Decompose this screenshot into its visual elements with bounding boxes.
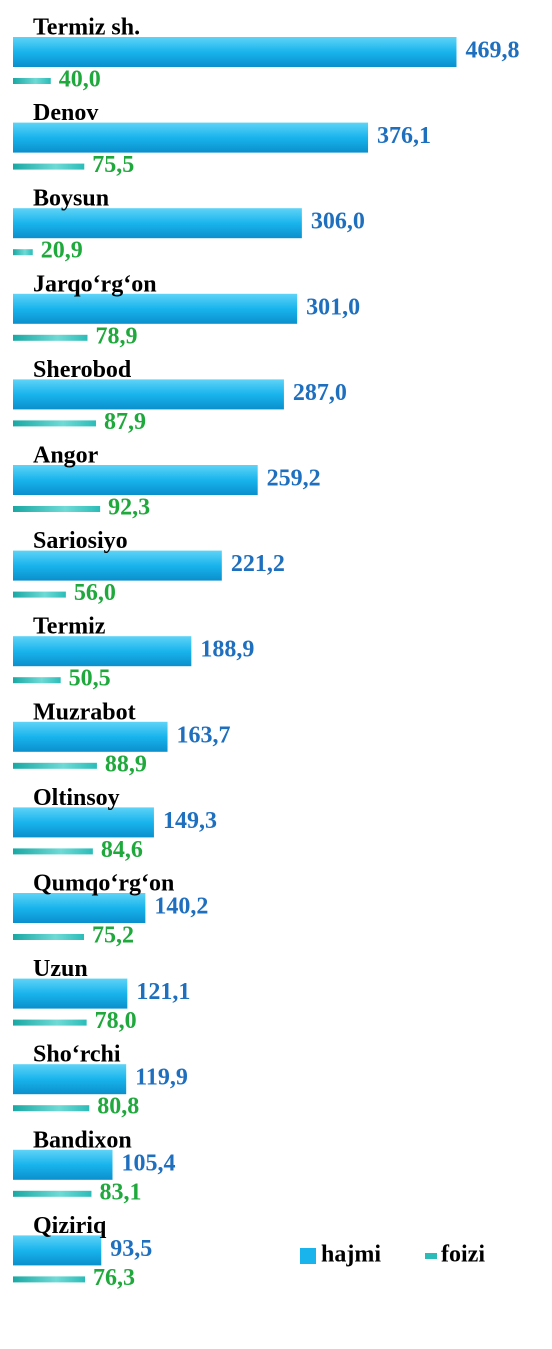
- legend-label: foizi: [441, 1242, 485, 1268]
- value-label: 105,4: [121, 1150, 175, 1176]
- bar: [13, 78, 51, 84]
- bar: [13, 293, 298, 324]
- category-label: Termiz sh.: [33, 15, 140, 41]
- value-label: 80,8: [97, 1094, 139, 1120]
- value-label: 88,9: [105, 751, 147, 777]
- bar: [13, 591, 66, 598]
- value-label: 188,9: [200, 637, 254, 663]
- category-label: Uzun: [33, 956, 88, 982]
- bar: [13, 163, 85, 170]
- value-label: 87,9: [104, 409, 146, 435]
- category-label: Qumqo‘rg‘on: [33, 871, 174, 897]
- bar: [13, 208, 302, 239]
- value-label: 221,2: [231, 551, 285, 577]
- category-label: Sariosiyo: [33, 528, 128, 554]
- bar: [13, 550, 222, 581]
- bar: [13, 506, 101, 512]
- bar: [13, 762, 97, 769]
- value-label: 301,0: [306, 294, 360, 320]
- category-label: Muzrabot: [33, 699, 136, 725]
- value-label: 149,3: [163, 808, 217, 834]
- category-label: Boysun: [33, 186, 109, 212]
- bar: [13, 934, 84, 940]
- value-label: 306,0: [311, 209, 365, 235]
- bar: [13, 1190, 92, 1197]
- category-label: Termiz: [33, 614, 106, 640]
- bar: [13, 37, 457, 67]
- legend-swatch: [425, 1253, 437, 1259]
- bar: [13, 249, 33, 256]
- value-label: 140,2: [154, 894, 208, 920]
- bar: [13, 122, 369, 153]
- value-label: 40,0: [59, 67, 101, 93]
- legend-swatch: [300, 1248, 316, 1264]
- value-label: 76,3: [93, 1265, 135, 1291]
- value-label: 92,3: [108, 495, 150, 521]
- value-label: 75,2: [92, 923, 134, 949]
- bar: [13, 465, 258, 495]
- bar: [13, 420, 96, 427]
- value-label: 84,6: [101, 837, 143, 863]
- bar: [13, 721, 168, 752]
- category-label: Qiziriq: [33, 1213, 107, 1239]
- value-label: 93,5: [110, 1236, 152, 1262]
- category-label: Sho‘rchi: [33, 1042, 121, 1068]
- bar: [13, 1149, 113, 1180]
- bar: [13, 848, 93, 855]
- bar: [13, 379, 284, 410]
- bar: [13, 807, 154, 838]
- bar: [13, 1064, 127, 1095]
- value-label: 121,1: [136, 979, 190, 1005]
- value-label: 20,9: [41, 238, 83, 264]
- bar: [13, 636, 192, 667]
- category-label: Sherobod: [33, 357, 132, 383]
- value-label: 78,0: [95, 1008, 137, 1034]
- category-label: Denov: [33, 100, 98, 126]
- value-label: 469,8: [465, 38, 519, 64]
- value-label: 50,5: [69, 666, 111, 692]
- bar: [13, 677, 61, 684]
- value-label: 163,7: [177, 722, 231, 748]
- bar: [13, 1019, 87, 1026]
- value-label: 287,0: [293, 380, 347, 406]
- legend-label: hajmi: [321, 1242, 381, 1268]
- category-label: Bandixon: [33, 1127, 132, 1153]
- value-label: 83,1: [99, 1179, 141, 1205]
- bar: [13, 978, 128, 1009]
- bar: [13, 1105, 90, 1112]
- value-label: 56,0: [74, 580, 116, 606]
- category-label: Oltinsoy: [33, 785, 120, 811]
- bar: [13, 893, 146, 923]
- value-label: 376,1: [377, 123, 431, 149]
- bar: [13, 334, 88, 341]
- bar: [13, 1276, 86, 1283]
- value-label: 78,9: [95, 323, 137, 349]
- category-label: Angor: [33, 443, 99, 469]
- value-label: 75,5: [92, 152, 134, 178]
- bar: [13, 1235, 102, 1266]
- category-label: Jarqo‘rg‘on: [33, 271, 157, 297]
- value-label: 259,2: [267, 466, 321, 492]
- value-label: 119,9: [135, 1065, 188, 1091]
